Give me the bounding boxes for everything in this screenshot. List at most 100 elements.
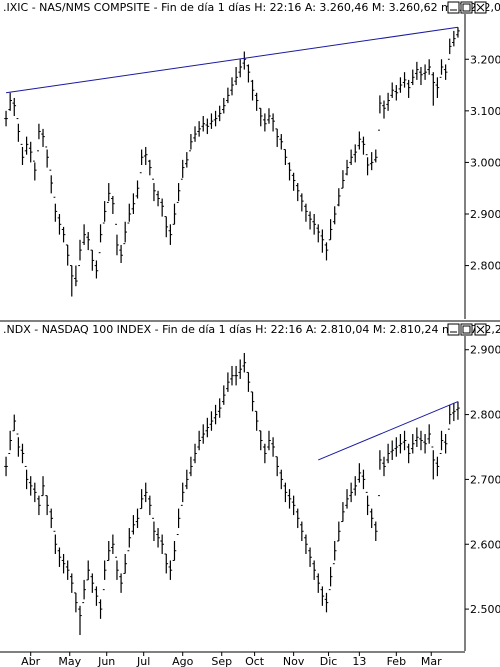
bottom-ohlc-bar	[304, 534, 308, 554]
top-price-tick-label: 3.000	[470, 156, 500, 169]
top-ohlc-bar	[172, 203, 177, 225]
bottom-ohlc-bar	[127, 528, 132, 552]
bottom-ohlc-bar	[238, 359, 243, 379]
top-ohlc-bar	[246, 64, 251, 83]
date-tick-label: Dic	[320, 655, 338, 667]
bottom-ohlc-bar	[283, 482, 288, 503]
top-ohlc-bar	[382, 100, 386, 119]
top-ohlc-bar	[152, 178, 156, 202]
bottom-maximize-button[interactable]	[460, 323, 473, 336]
top-ohlc-bar	[353, 144, 358, 163]
bottom-ohlc-bar	[20, 443, 25, 464]
bottom-ohlc-bar	[357, 463, 362, 483]
bottom-ohlc-bar	[230, 365, 234, 386]
top-ohlc-bar	[45, 146, 49, 168]
top-ohlc-bar	[221, 97, 226, 114]
bottom-ohlc-bar	[189, 456, 193, 477]
bottom-ohlc-bar	[287, 489, 292, 509]
top-ohlc-bar	[28, 141, 33, 163]
bottom-ohlc-bar	[106, 541, 111, 561]
bottom-ohlc-bar	[242, 352, 247, 373]
top-ohlc-bar	[394, 85, 399, 101]
top-trendline	[5, 26, 459, 94]
top-ohlc-bar	[139, 149, 144, 174]
top-ohlc-bar	[16, 118, 21, 142]
top-ohlc-bar	[390, 82, 395, 98]
top-ohlc-bar	[308, 211, 312, 230]
bottom-ohlc-bar	[180, 482, 185, 506]
bottom-ohlc-bar	[345, 489, 349, 509]
bottom-ohlc-bar	[447, 404, 452, 430]
bottom-ohlc-bar	[316, 573, 321, 593]
date-tick-label: 13	[352, 655, 366, 667]
top-ohlc-bar	[378, 95, 382, 131]
top-ohlc-bar	[250, 79, 255, 101]
bottom-ohlc-bar	[250, 391, 255, 412]
bottom-ohlc-bar	[4, 456, 8, 477]
top-ohlc-bar	[423, 64, 427, 80]
top-ohlc-bar	[295, 183, 300, 202]
top-ohlc-bar	[8, 92, 12, 111]
bottom-ohlc-bar	[456, 401, 460, 420]
bottom-ohlc-bar	[172, 541, 177, 561]
top-ohlc-bar	[443, 64, 448, 80]
top-ohlc-bar	[419, 67, 423, 86]
bottom-ohlc-bar	[226, 372, 230, 392]
top-ohlc-bar	[57, 214, 62, 235]
top-price-tick-label: 2.800	[470, 260, 500, 273]
bottom-ohlc-bar	[271, 437, 275, 457]
bottom-ohlc-bar	[78, 605, 82, 636]
top-ohlc-bar	[279, 134, 284, 150]
bottom-ohlc-bar	[115, 556, 119, 580]
top-ohlc-bar	[123, 221, 127, 245]
bottom-ohlc-bar	[234, 365, 238, 386]
bottom-ohlc-bar	[8, 430, 12, 454]
bottom-ohlc-bar	[386, 443, 390, 464]
bottom-ohlc-bar	[406, 443, 411, 464]
maximize-icon	[462, 3, 471, 12]
top-ohlc-bar	[238, 59, 243, 78]
top-maximize-button[interactable]	[460, 1, 473, 14]
top-ohlc-bar	[361, 136, 366, 155]
bottom-ohlc-bar	[135, 508, 140, 529]
top-ohlc-bar	[53, 196, 58, 222]
bottom-ohlc-bar	[102, 560, 107, 591]
date-tick-label: Oct	[245, 655, 265, 667]
top-price-tick-label: 3.100	[470, 105, 500, 118]
bottom-price-tick-label: 2.700	[470, 473, 500, 486]
bottom-ohlc-bar	[185, 469, 189, 490]
top-ohlc-bar	[33, 160, 37, 181]
bottom-ohlc-bar	[258, 430, 263, 451]
bottom-ohlc-bar	[267, 430, 271, 451]
bottom-ohlc-bar	[45, 495, 49, 516]
top-ohlc-bar	[111, 195, 115, 214]
top-ohlc-bar	[213, 110, 218, 127]
top-ohlc-bar	[24, 136, 29, 155]
bottom-pane-buttons	[447, 323, 487, 336]
bottom-ohlc-bar	[213, 404, 218, 425]
bottom-close-button[interactable]	[474, 323, 487, 336]
top-minimize-button[interactable]	[447, 1, 460, 14]
top-ohlc-bar	[287, 162, 292, 181]
top-price-tick-label: 2.900	[470, 208, 500, 221]
top-ohlc-bar	[357, 131, 362, 150]
bottom-ohlc-bar	[349, 482, 353, 503]
bottom-pane-title: .NDX - NASDAQ 100 INDEX - Fin de día 1 d…	[3, 323, 500, 336]
top-ohlc-bar	[324, 242, 329, 261]
top-ohlc-bar	[201, 116, 206, 132]
bottom-pane: .NDX - NASDAQ 100 INDEX - Fin de día 1 d…	[3, 323, 500, 651]
top-ohlc-bar	[156, 190, 160, 207]
top-ohlc-bar	[304, 203, 308, 222]
bottom-ohlc-bar	[275, 456, 279, 477]
bottom-price-tick-label: 2.800	[470, 409, 500, 422]
top-ohlc-bar	[291, 172, 296, 191]
bottom-ohlc-bar	[378, 450, 382, 497]
bottom-ohlc-bar	[435, 456, 440, 477]
bottom-ohlc-bar	[164, 553, 169, 574]
bottom-minimize-button[interactable]	[447, 323, 460, 336]
bottom-ohlc-bar	[143, 482, 148, 503]
bottom-ohlc-bar	[398, 434, 403, 454]
top-close-button[interactable]	[474, 1, 487, 14]
bottom-price-axis: 2.900 2.800 2.700 2.600 2.500	[465, 344, 500, 616]
